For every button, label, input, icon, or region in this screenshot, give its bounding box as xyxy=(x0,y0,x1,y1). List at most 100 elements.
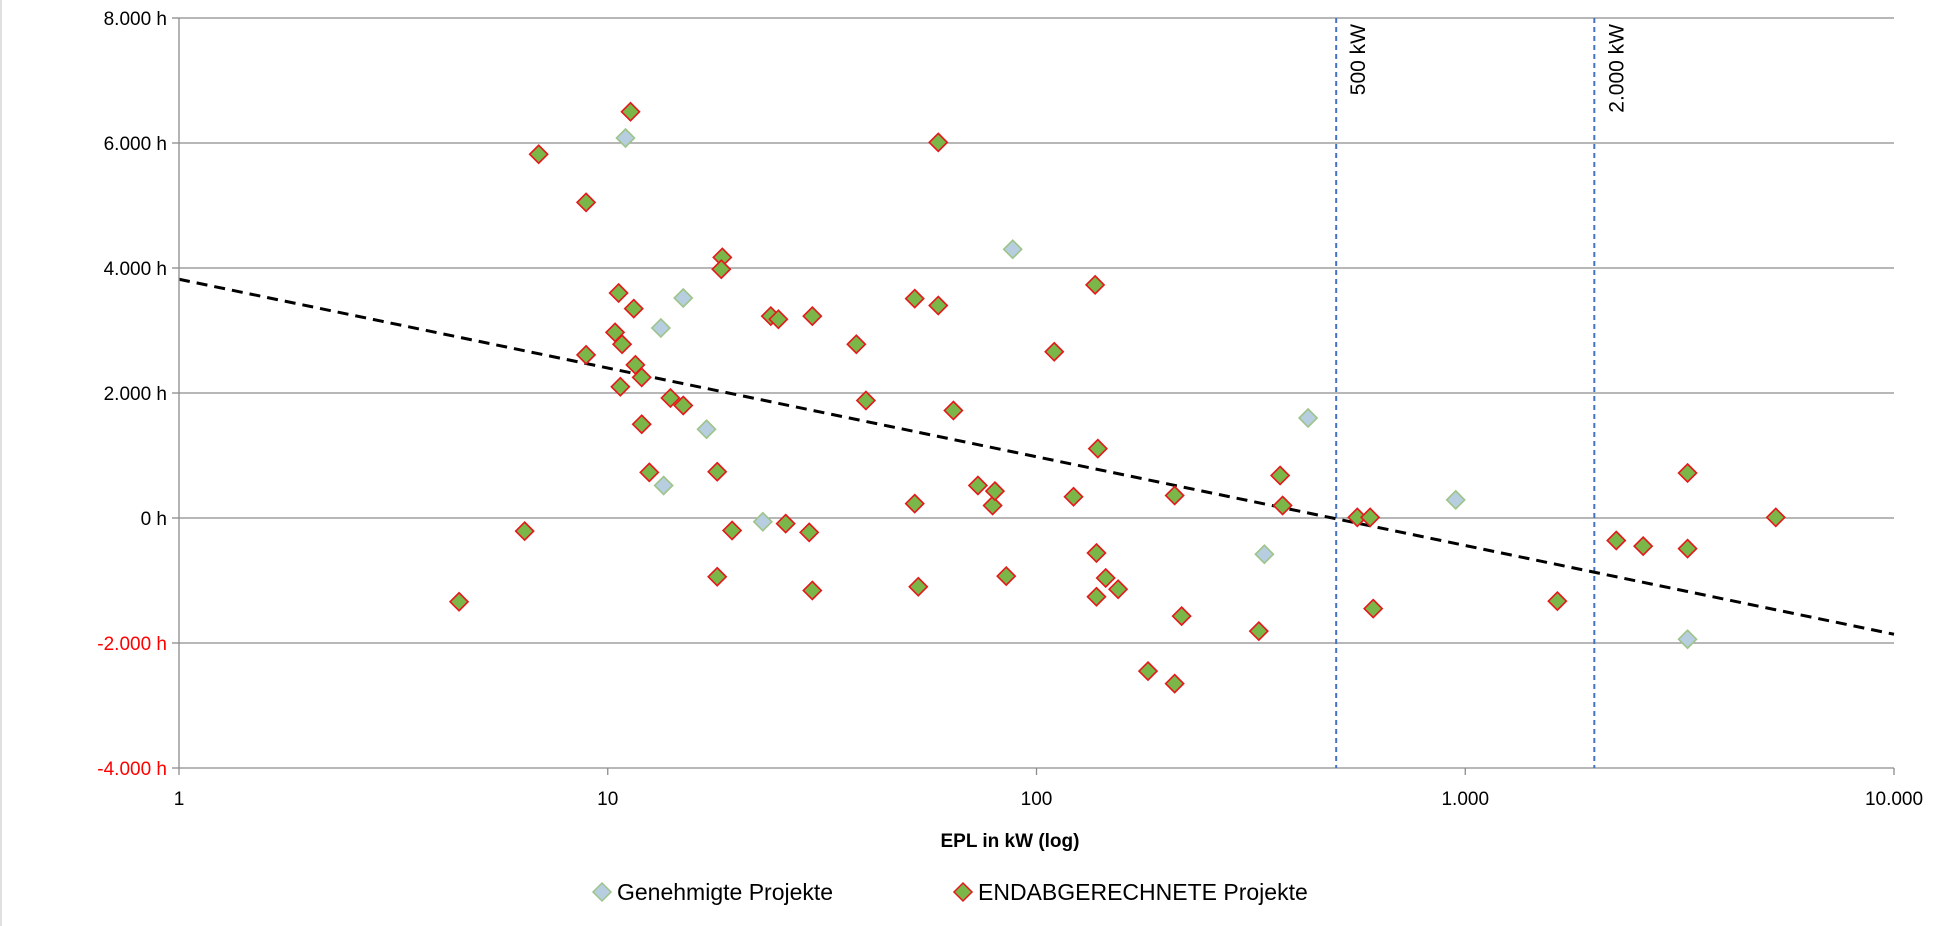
data-point xyxy=(1095,567,1116,589)
data-point xyxy=(996,565,1017,587)
legend-item-genehmigte: Genehmigte Projekte xyxy=(591,879,833,905)
y-tick-labels: 8.000 h 6.000 h 4.000 h 2.000 h 0 h -2.000 h -… xyxy=(97,9,167,780)
data-point xyxy=(982,495,1003,516)
data-point xyxy=(650,317,671,339)
data-point xyxy=(904,288,925,309)
axes xyxy=(172,17,1895,775)
data-point xyxy=(721,520,743,541)
trendline xyxy=(178,277,1895,636)
data-point xyxy=(696,419,717,440)
data-point xyxy=(752,511,773,532)
data-point xyxy=(1086,586,1107,607)
data-point xyxy=(1044,341,1065,362)
data-point xyxy=(623,298,644,319)
data-point xyxy=(1633,535,1654,557)
data-point xyxy=(528,144,549,165)
data-point xyxy=(631,414,652,435)
data-point xyxy=(775,513,796,534)
data-point xyxy=(1248,620,1269,642)
legend-label-genehmigte: Genehmigte Projekte xyxy=(617,879,833,905)
data-point xyxy=(967,475,989,496)
data-point xyxy=(799,522,820,543)
series-genehmigte-projekte xyxy=(615,127,1698,650)
data-point xyxy=(1297,407,1319,429)
y-tick-label: 0 h xyxy=(141,509,167,530)
x-tick-label: 10.000 xyxy=(1865,789,1923,810)
data-point xyxy=(1086,542,1107,564)
data-point xyxy=(608,282,629,304)
data-point xyxy=(984,480,1006,502)
data-point xyxy=(653,475,674,496)
data-point xyxy=(673,395,694,416)
legend-marker-endabgerechnete xyxy=(952,881,974,903)
data-point xyxy=(711,259,732,280)
data-point xyxy=(1765,507,1786,528)
data-point xyxy=(1171,605,1192,627)
series-endabgerechnete-projekte xyxy=(448,101,1786,694)
data-point xyxy=(1547,590,1568,612)
data-point xyxy=(855,390,877,411)
data-point xyxy=(1677,538,1698,559)
data-point xyxy=(1087,438,1108,459)
trendline-layer xyxy=(178,277,1895,636)
data-point xyxy=(1137,660,1159,682)
data-point xyxy=(928,295,949,316)
data-point xyxy=(1084,274,1106,296)
y-tick-label: 4.000 h xyxy=(104,259,167,280)
data-point xyxy=(1254,544,1275,565)
y-tick-label: -2.000 h xyxy=(97,634,167,655)
legend-item-endabgerechnete: ENDABGERECHNETE Projekte xyxy=(952,879,1308,905)
y-tick-label: 6.000 h xyxy=(104,134,167,155)
data-point xyxy=(1363,598,1384,619)
data-point xyxy=(620,101,641,122)
data-point xyxy=(802,305,823,327)
data-point xyxy=(1107,579,1129,600)
data-point xyxy=(615,127,636,149)
x-tick-label: 1 xyxy=(174,789,185,810)
reference-lines: 500 kW 2.000 kW xyxy=(1335,18,1628,768)
data-point xyxy=(611,334,633,355)
reference-line-label-0: 500 kW xyxy=(1347,24,1370,95)
legend: Genehmigte Projekte ENDABGERECHNETE Proj… xyxy=(591,879,1308,905)
data-point xyxy=(1677,462,1698,484)
x-tick-labels: 1 10 100 1.000 10.000 xyxy=(174,789,1923,810)
data-point xyxy=(1063,486,1084,507)
data-point xyxy=(1272,495,1293,516)
data-point xyxy=(707,566,728,587)
data-point xyxy=(639,462,660,483)
data-point xyxy=(1002,239,1023,260)
data-point xyxy=(1677,629,1698,650)
data-point xyxy=(660,387,681,409)
y-tick-label: 8.000 h xyxy=(104,9,167,30)
data-point xyxy=(802,580,823,601)
data-point xyxy=(1269,465,1291,486)
data-point xyxy=(610,376,631,397)
data-point xyxy=(1164,673,1185,694)
data-point xyxy=(673,287,694,309)
data-point xyxy=(707,461,728,482)
gridlines xyxy=(179,17,1894,769)
legend-marker-genehmigte xyxy=(591,881,613,903)
x-axis-title: EPL in kW (log) xyxy=(941,831,1080,852)
data-point xyxy=(1445,489,1466,511)
x-tick-label: 100 xyxy=(1021,789,1053,810)
data-point xyxy=(908,576,929,597)
data-point xyxy=(448,591,470,612)
data-point xyxy=(928,132,949,153)
data-point xyxy=(1164,485,1185,506)
data-point xyxy=(631,367,652,388)
data-point xyxy=(575,344,597,366)
legend-label-endabgerechnete: ENDABGERECHNETE Projekte xyxy=(978,879,1308,905)
y-tick-label: 2.000 h xyxy=(104,384,167,405)
x-tick-label: 1.000 xyxy=(1441,789,1489,810)
y-tick-label: -4.000 h xyxy=(97,759,167,780)
data-point xyxy=(904,493,925,514)
data-point xyxy=(514,520,535,542)
reference-line-label-1: 2.000 kW xyxy=(1605,24,1628,113)
data-point xyxy=(768,309,789,330)
x-tick-label: 10 xyxy=(597,789,618,810)
data-point xyxy=(943,400,964,421)
data-point xyxy=(1359,507,1381,528)
